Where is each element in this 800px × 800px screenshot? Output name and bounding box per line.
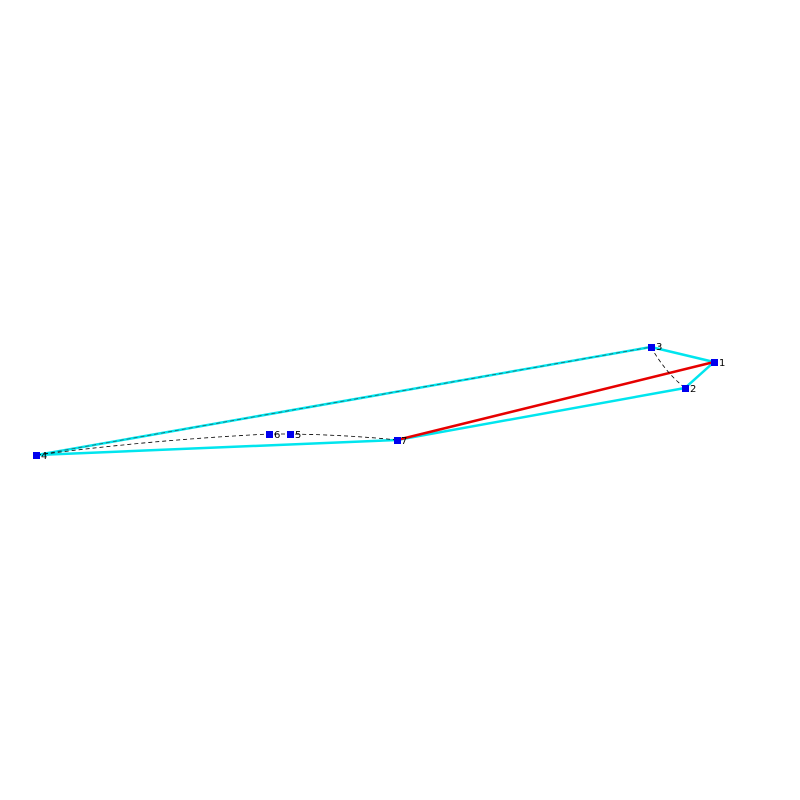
node [394,437,401,444]
dashed-edge [36,346,652,456]
node-label: 3 [656,342,662,353]
node [266,431,273,438]
edge [396,386,686,442]
node [287,431,294,438]
node-label: 6 [274,430,280,441]
node [33,452,40,459]
highlight-edge [396,360,715,442]
node-label: 4 [41,451,47,462]
node [682,385,689,392]
node-label: 1 [719,358,725,369]
dashed-edge [650,346,686,389]
node [711,359,718,366]
node-label: 7 [401,436,407,447]
dashed-edge [36,433,398,456]
node [648,344,655,351]
edge [650,345,715,364]
node-label: 2 [690,384,696,395]
edge [36,438,398,457]
node-label: 5 [295,430,301,441]
edge [684,361,715,389]
